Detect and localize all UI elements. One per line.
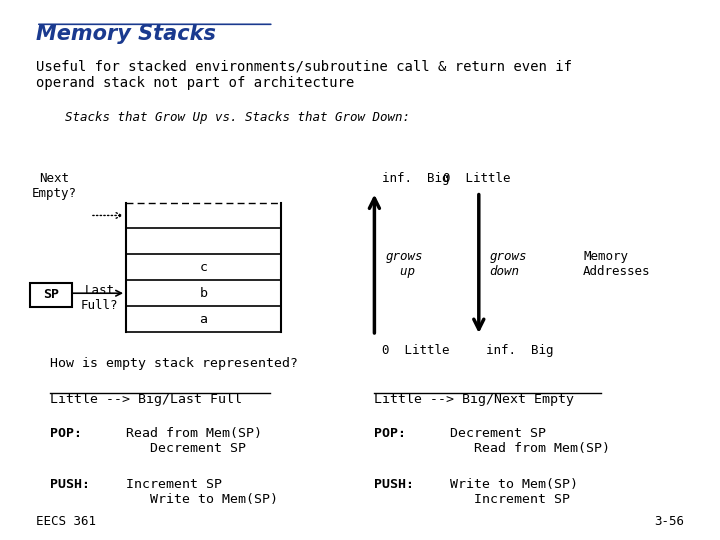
Text: Last
Full?: Last Full? [81,284,118,312]
Text: Memory Stacks: Memory Stacks [36,24,216,44]
Text: b: b [199,287,207,300]
Text: PUSH:: PUSH: [50,478,91,491]
Text: Decrement SP
   Read from Mem(SP): Decrement SP Read from Mem(SP) [450,427,610,455]
Text: 0  Little: 0 Little [443,172,510,185]
Text: PUSH:: PUSH: [374,478,415,491]
Text: 0  Little: 0 Little [382,344,449,357]
Text: Write to Mem(SP)
   Increment SP: Write to Mem(SP) Increment SP [450,478,578,506]
Text: EECS 361: EECS 361 [36,515,96,528]
FancyBboxPatch shape [30,283,72,307]
Text: POP:: POP: [50,427,82,440]
Text: inf.  Big: inf. Big [382,172,449,185]
Text: grows
down: grows down [490,250,527,278]
Text: inf.  Big: inf. Big [486,344,554,357]
Text: Next
Empty?: Next Empty? [32,172,76,200]
Text: Memory
Addresses: Memory Addresses [583,250,651,278]
Text: Read from Mem(SP)
   Decrement SP: Read from Mem(SP) Decrement SP [126,427,262,455]
Text: Stacks that Grow Up vs. Stacks that Grow Down:: Stacks that Grow Up vs. Stacks that Grow… [65,111,410,124]
Text: Little --> Big/Last Full: Little --> Big/Last Full [50,393,243,406]
Text: How is empty stack represented?: How is empty stack represented? [50,357,298,370]
Text: grows
  up: grows up [385,250,423,278]
Text: SP: SP [43,288,59,301]
Text: Increment SP
   Write to Mem(SP): Increment SP Write to Mem(SP) [126,478,278,506]
Text: POP:: POP: [374,427,406,440]
Text: 3-56: 3-56 [654,515,684,528]
Text: Little --> Big/Next Empty: Little --> Big/Next Empty [374,393,575,406]
Text: Useful for stacked environments/subroutine call & return even if
operand stack n: Useful for stacked environments/subrouti… [36,59,572,90]
Text: c: c [199,261,207,274]
Text: a: a [199,313,207,326]
